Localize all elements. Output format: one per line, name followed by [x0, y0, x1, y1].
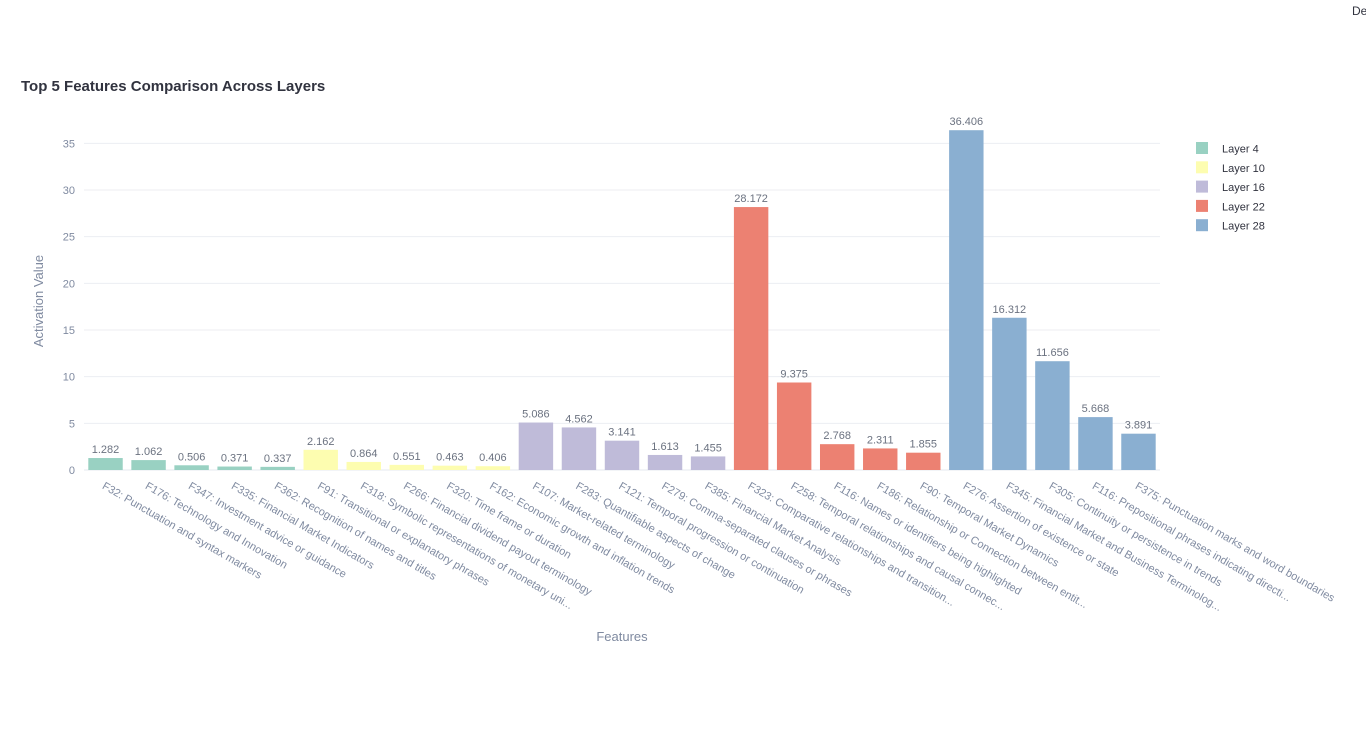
x-tick-label: F305: Continuity or persistence in trend…: [1047, 480, 1224, 589]
legend: Layer 4 Layer 10 Layer 16 Layer 22 Layer 28: [1196, 142, 1265, 233]
bar-value-label: 1.282: [92, 444, 120, 456]
bar-value-label: 0.463: [436, 452, 464, 464]
bar[interactable]: [475, 466, 511, 470]
legend-swatch[interactable]: [1196, 219, 1208, 232]
y-axis-label: Activation Value: [31, 255, 46, 347]
bar[interactable]: [260, 466, 295, 470]
y-tick-label: 30: [63, 185, 75, 197]
legend-label[interactable]: Layer 10: [1222, 163, 1265, 175]
y-tick-label: 0: [69, 465, 75, 477]
bar[interactable]: [647, 454, 683, 470]
bar[interactable]: [1035, 361, 1070, 470]
bar-value-label: 3.141: [608, 427, 636, 439]
bar-value-label: 36.406: [949, 116, 983, 128]
y-tick-label: 20: [63, 278, 75, 290]
bars: 1.282 1.062 0.506 0.371 0.337 2.162 0.864 0.551…: [88, 116, 1156, 471]
legend-swatch[interactable]: [1196, 142, 1208, 154]
bar[interactable]: [561, 427, 597, 470]
bar[interactable]: [346, 461, 381, 470]
bar-value-label: 2.311: [867, 434, 894, 446]
bar-value-label: 0.551: [393, 451, 421, 463]
bar[interactable]: [949, 130, 984, 470]
bar[interactable]: [1121, 433, 1156, 470]
bar[interactable]: [604, 440, 640, 470]
bar[interactable]: [819, 444, 855, 470]
bar[interactable]: [518, 422, 554, 470]
bar-value-label: 1.062: [135, 446, 163, 458]
bar-value-label: 2.162: [307, 436, 335, 448]
bar-value-label: 1.855: [910, 439, 938, 451]
y-tick-label: 35: [63, 138, 75, 150]
legend-label[interactable]: Layer 16: [1222, 182, 1265, 194]
bar[interactable]: [690, 456, 726, 470]
bar-value-label: 1.455: [694, 442, 722, 454]
legend-label[interactable]: Layer 28: [1222, 221, 1265, 233]
bar[interactable]: [1078, 417, 1113, 470]
x-axis-label: Features: [596, 629, 648, 644]
bar-value-label: 3.891: [1125, 420, 1153, 432]
bar[interactable]: [303, 449, 338, 470]
legend-swatch[interactable]: [1196, 180, 1208, 193]
corner-text: De: [1352, 4, 1366, 18]
legend-swatch[interactable]: [1196, 161, 1208, 174]
bar[interactable]: [389, 464, 425, 470]
bar[interactable]: [131, 460, 166, 470]
bar-value-label: 9.375: [780, 369, 808, 381]
bar-value-label: 5.668: [1082, 403, 1110, 415]
y-tick-label: 10: [63, 372, 75, 384]
y-tick-label: 5: [69, 418, 75, 430]
bar-value-label: 4.562: [565, 413, 593, 425]
bar-value-label: 2.768: [823, 430, 851, 442]
legend-label[interactable]: Layer 22: [1222, 201, 1265, 213]
bar[interactable]: [776, 382, 812, 471]
bar-value-label: 1.613: [651, 441, 679, 453]
bar-value-label: 0.371: [221, 453, 249, 465]
legend-label[interactable]: Layer 4: [1222, 144, 1259, 156]
bar[interactable]: [906, 452, 941, 470]
bar[interactable]: [432, 465, 468, 470]
legend-swatch[interactable]: [1196, 199, 1208, 212]
x-tick-label: F375: Punctuation marks and word boundar…: [1133, 480, 1337, 605]
bar[interactable]: [992, 317, 1027, 470]
bar-value-label: 5.086: [522, 409, 550, 421]
y-tick-label: 25: [63, 232, 75, 244]
y-tick-label: 15: [63, 325, 75, 337]
bar-value-label: 28.172: [734, 193, 768, 205]
y-axis-ticks: 0 5 10 15 20 25 30 35: [63, 138, 75, 477]
bar-value-label: 0.864: [350, 448, 378, 460]
bar-value-label: 11.656: [1036, 347, 1069, 359]
bar-value-label: 0.337: [264, 453, 292, 465]
bar[interactable]: [174, 465, 209, 470]
bar-value-label: 0.506: [178, 451, 206, 463]
bar[interactable]: [217, 466, 252, 470]
x-axis-ticks: F32: Punctuation and syntax markersF176:…: [100, 480, 1337, 614]
bar[interactable]: [733, 207, 769, 470]
bar[interactable]: [863, 448, 898, 470]
bar[interactable]: [88, 458, 123, 470]
chart-title: Top 5 Features Comparison Across Layers: [21, 78, 326, 95]
bar-value-label: 16.312: [993, 304, 1027, 316]
bar-value-label: 0.406: [479, 452, 507, 464]
